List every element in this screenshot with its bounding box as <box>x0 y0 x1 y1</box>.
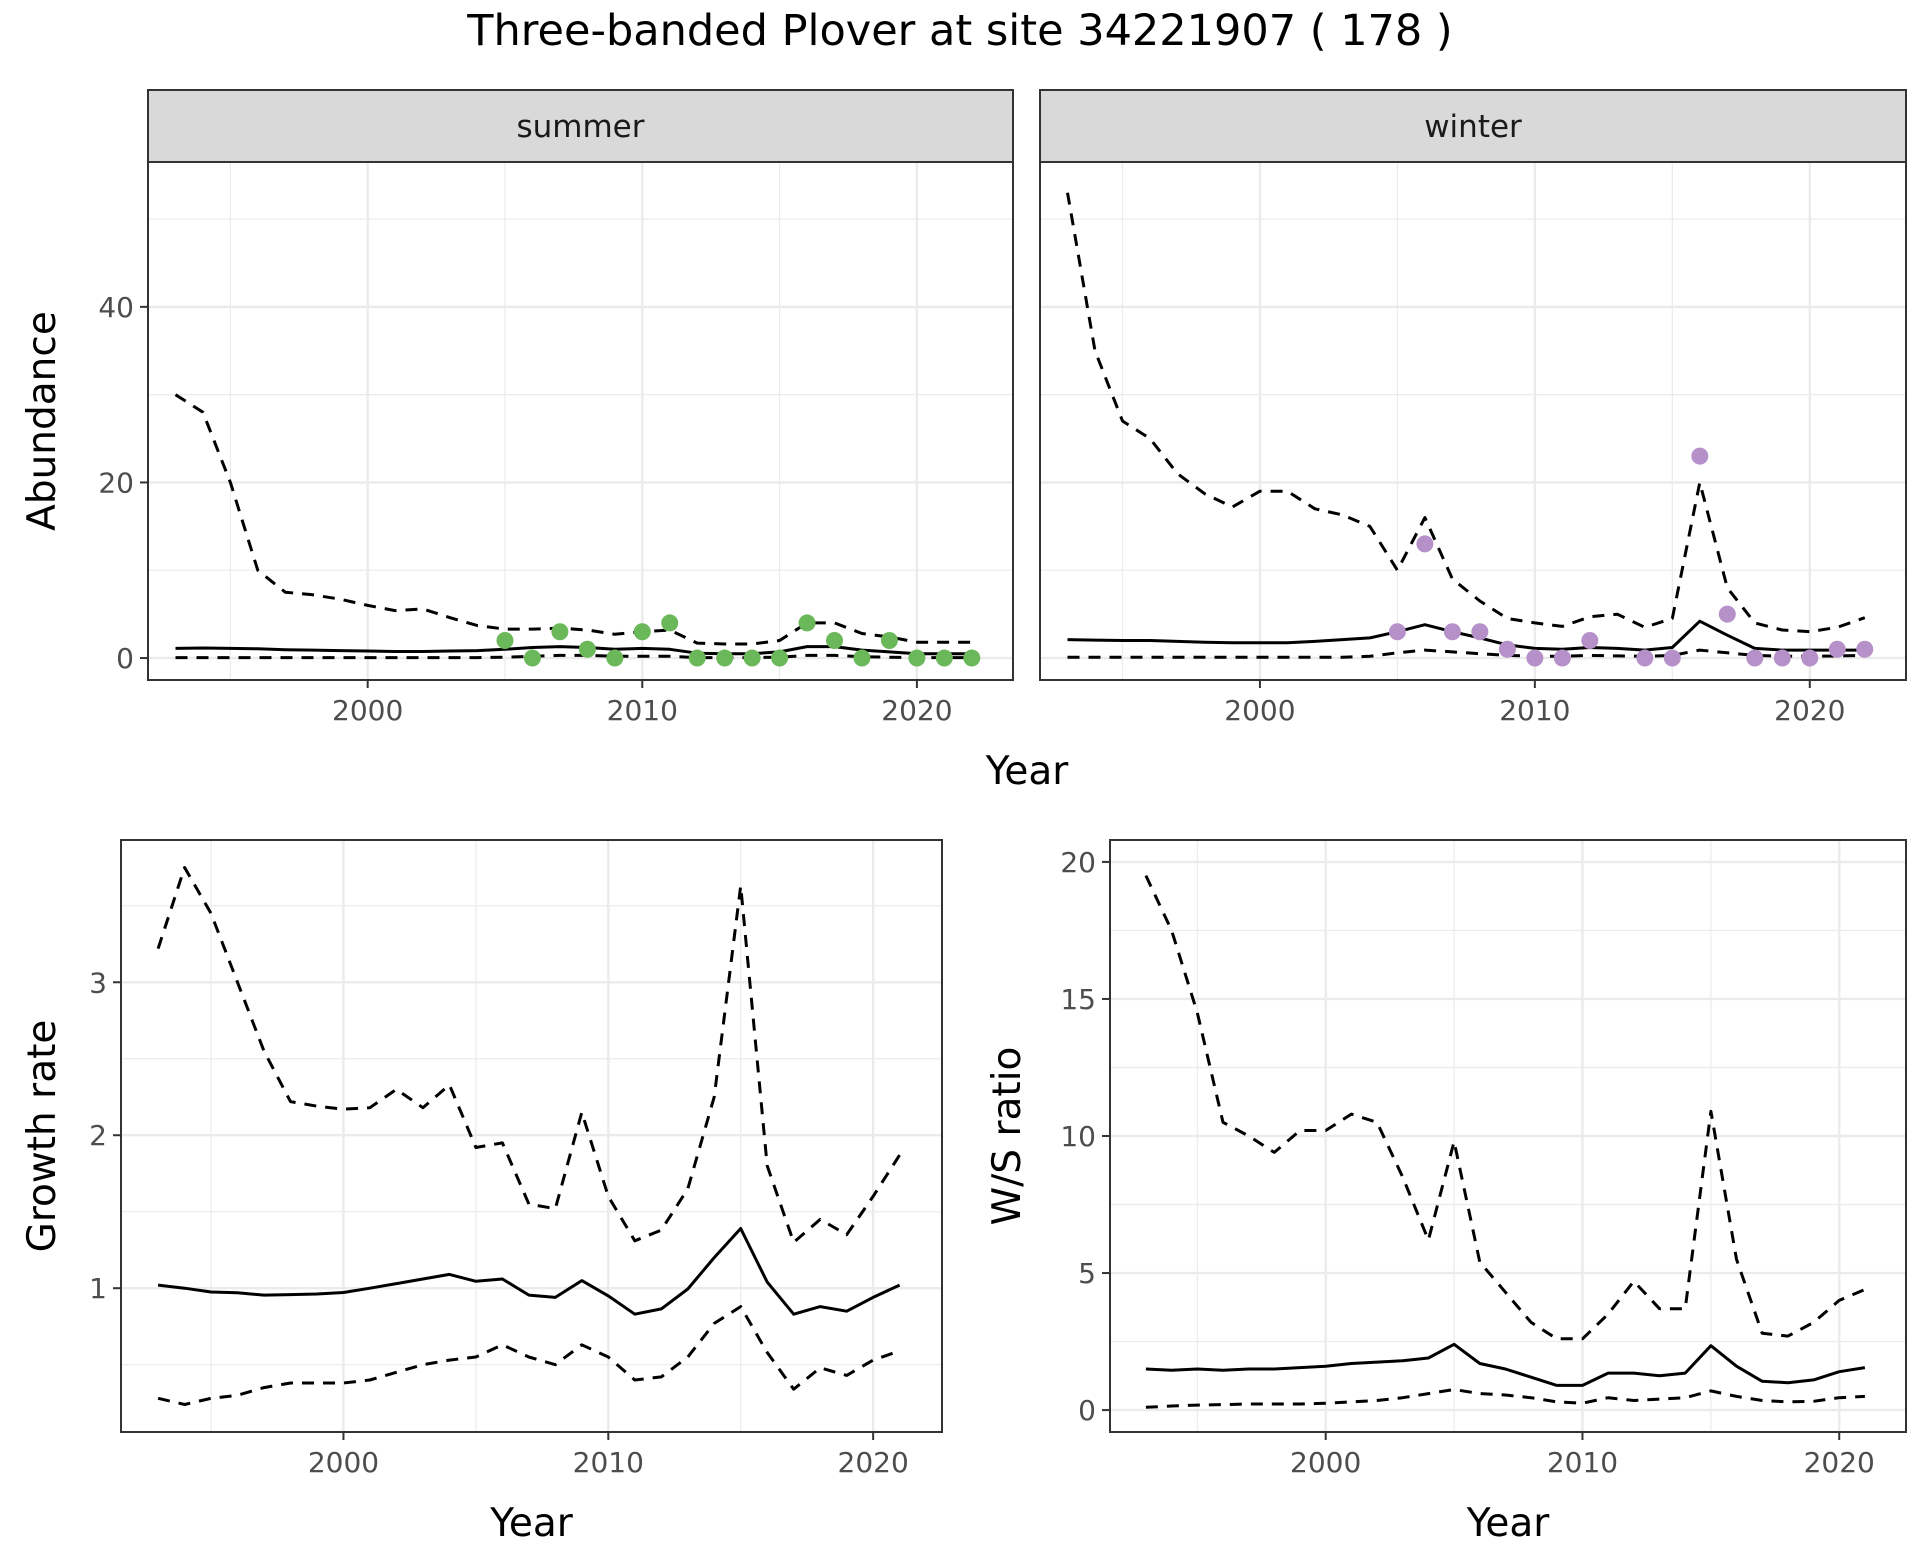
observed-point <box>1498 640 1516 658</box>
upper-bound-line <box>174 393 972 646</box>
observed-point <box>935 649 953 667</box>
observed-point <box>798 614 816 632</box>
y-tick-label: 40 <box>98 291 134 324</box>
estimate-line <box>1145 1342 1866 1387</box>
upper-bound-line <box>1144 874 1866 1341</box>
panel-summer: summer 2000 2010 2020 0 20 40 <box>98 89 1014 727</box>
y-tick-label: 0 <box>116 642 134 675</box>
observed-point <box>716 649 734 667</box>
observed-point <box>688 649 706 667</box>
estimate-line <box>175 645 972 656</box>
facet-strip <box>1039 89 1907 163</box>
facet-label: winter <box>1424 109 1522 145</box>
lower-bound-line <box>1067 648 1865 659</box>
x-tick-label: 2000 <box>1224 694 1295 727</box>
observed-point <box>1388 623 1406 641</box>
x-tick-label: 2020 <box>1804 1446 1875 1479</box>
x-tick-label: 2010 <box>1547 1446 1618 1479</box>
y-tick-label: 10 <box>1060 1120 1096 1153</box>
y-tick-label: 5 <box>1078 1257 1096 1290</box>
observed-point <box>523 649 541 667</box>
lower-bound-line <box>1145 1388 1865 1409</box>
y-tick-label: 1 <box>89 1272 107 1305</box>
x-tick-label: 2010 <box>573 1446 644 1479</box>
x-tick-label: 2020 <box>881 694 952 727</box>
observed-point <box>743 649 761 667</box>
grid <box>1110 840 1906 1432</box>
observed-point <box>496 631 514 649</box>
upper-bound-line <box>1066 192 1866 634</box>
panel-winter: winter 2000 2010 2020 <box>1039 89 1907 727</box>
observed-point <box>1828 640 1846 658</box>
observed-point <box>633 623 651 641</box>
x-tick-label: 2020 <box>1774 694 1845 727</box>
y-tick-label: 0 <box>1078 1394 1096 1427</box>
grid <box>121 840 942 1432</box>
panel-w-s-ratio: 2000 2010 2020 0 5 10 15 20 <box>1060 839 1907 1479</box>
x-tick-label: 2000 <box>1290 1446 1361 1479</box>
observed-point <box>1471 623 1489 641</box>
observed-point <box>578 640 596 658</box>
x-axis-title: Year <box>1466 1501 1551 1546</box>
x-tick-label: 2010 <box>607 694 678 727</box>
observed-point <box>771 649 789 667</box>
observed-point <box>1773 649 1791 667</box>
y-axis-title: Growth rate <box>20 1020 65 1253</box>
panel-border <box>147 161 1014 681</box>
estimate-line <box>157 1227 901 1316</box>
grid <box>1040 162 1906 680</box>
x-tick-label: 2020 <box>838 1446 909 1479</box>
observed-point <box>1663 649 1681 667</box>
observed-point <box>1691 447 1709 465</box>
observed-point <box>826 631 844 649</box>
observed-point <box>1801 649 1819 667</box>
x-tick-label: 2010 <box>1499 694 1570 727</box>
observed-point <box>1443 623 1461 641</box>
observed-point <box>908 649 926 667</box>
y-tick-label: 20 <box>1060 846 1096 879</box>
x-axis-title: Year <box>985 749 1070 794</box>
observed-point <box>1416 535 1434 553</box>
facet-strip <box>147 89 1014 163</box>
x-tick-label: 2000 <box>308 1446 379 1479</box>
y-axis-title: W/S ratio <box>985 1047 1030 1226</box>
observed-point <box>1856 640 1874 658</box>
observed-point <box>606 649 624 667</box>
x-axis-title: Year <box>489 1501 574 1546</box>
y-tick-label: 15 <box>1060 983 1096 1016</box>
observed-point <box>1581 631 1599 649</box>
y-tick-label: 20 <box>98 466 134 499</box>
lower-bound-line <box>157 1305 901 1406</box>
y-tick-label: 3 <box>89 966 107 999</box>
observed-point <box>1553 649 1571 667</box>
panel-border <box>1039 161 1907 681</box>
observed-point <box>963 649 981 667</box>
observed-point <box>853 649 871 667</box>
observed-point <box>880 631 898 649</box>
panel-growth-rate: 2000 2010 2020 1 2 3 <box>89 839 943 1479</box>
page-title: Three-banded Plover at site 34221907 ( 1… <box>467 6 1453 56</box>
facet-label: summer <box>516 109 644 145</box>
lower-bound-line <box>175 653 972 660</box>
observed-point <box>1746 649 1764 667</box>
grid <box>148 162 1013 680</box>
observed-point <box>1526 649 1544 667</box>
observed-point <box>1718 605 1736 623</box>
upper-bound-line <box>156 866 901 1244</box>
y-axis-title: Abundance <box>20 311 65 531</box>
y-tick-label: 2 <box>89 1119 107 1152</box>
observed-point <box>551 623 569 641</box>
observed-point <box>1636 649 1654 667</box>
observed-point <box>661 614 679 632</box>
x-tick-label: 2000 <box>332 694 403 727</box>
estimate-line <box>1067 619 1865 652</box>
